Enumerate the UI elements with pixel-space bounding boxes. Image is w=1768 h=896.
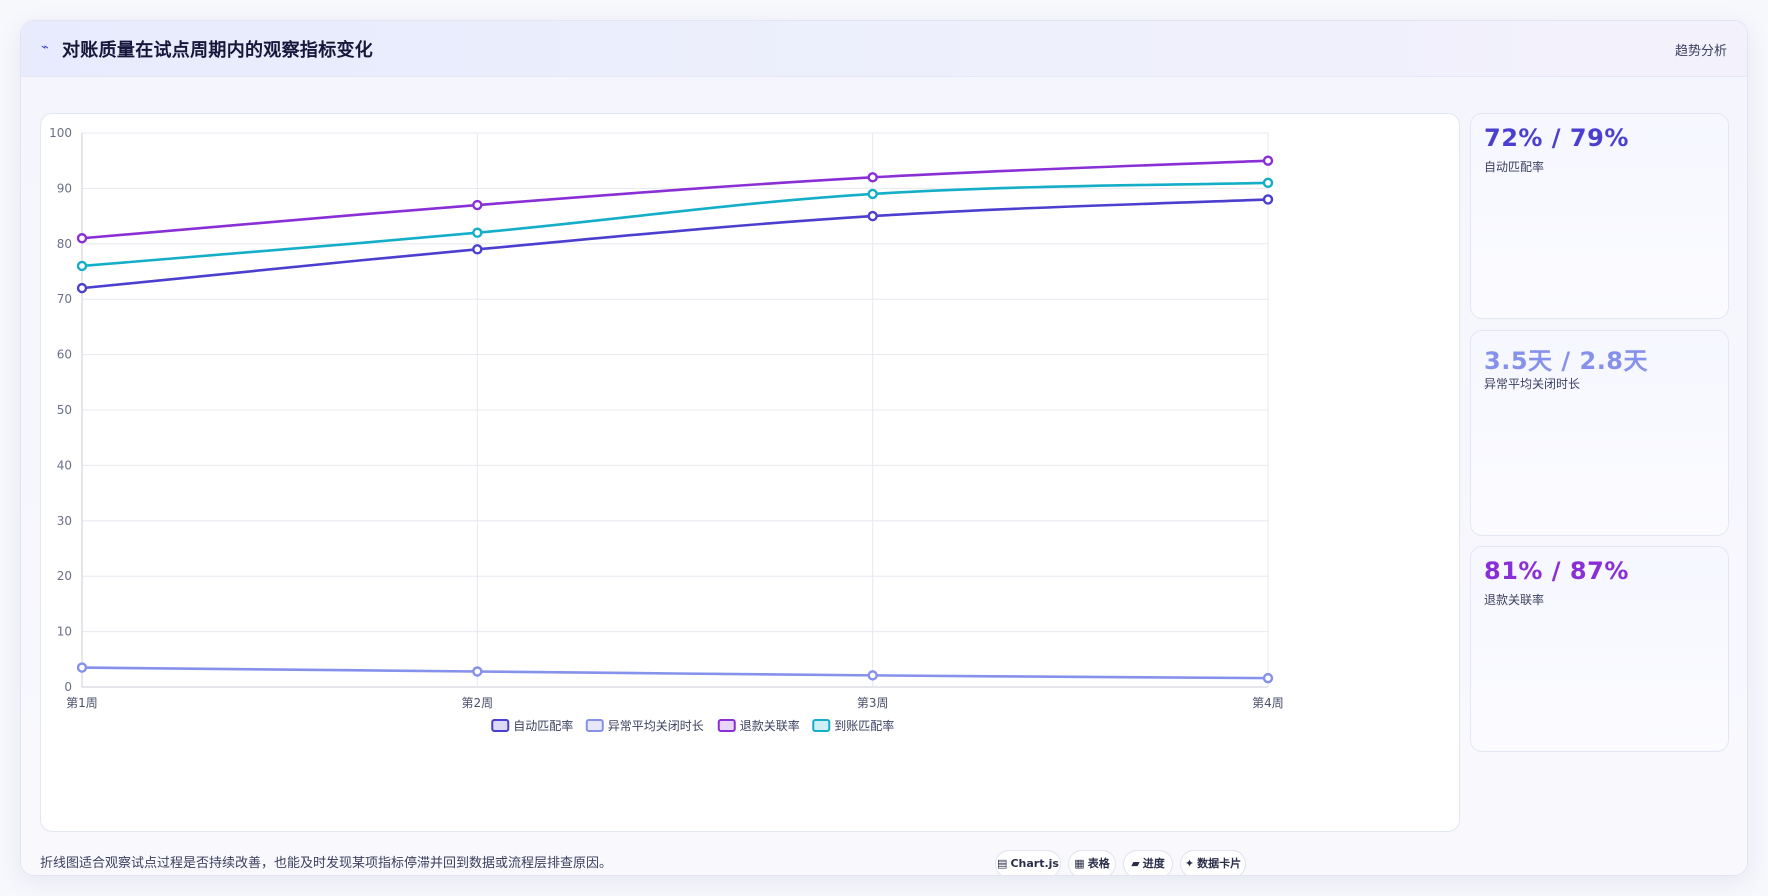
data-point [867,210,878,222]
kpi-card-refund-link: 81% / 87% 退款关联率 [1470,546,1729,752]
section-tag: 趋势分析 [1674,44,1727,59]
kpi-label: 退款关联率 [1484,593,1545,607]
series-line-2 [80,159,1270,240]
table-icon: ▦ [1074,857,1085,870]
kpi-value: 3.5天 / 2.8天 [1484,347,1649,375]
chip-data-cards[interactable]: ✦ 数据卡片 [1180,850,1246,875]
legend-label: 退款关联率 [740,718,800,733]
series-line-1 [80,666,1270,680]
trend-card: ⌁ 对账质量在试点周期内的观察指标变化 趋势分析 0 10 20 30 40 50 60 70… [20,20,1748,876]
chip-label: 表格 [1087,857,1110,870]
y-tick-label: 40 [57,458,72,472]
kpi-card-close-time: 3.5天 / 2.8天 异常平均关闭时长 [1470,330,1729,536]
data-point [472,666,483,677]
data-point [1262,155,1274,166]
chip-label: 数据卡片 [1197,857,1242,870]
kpi-label: 异常平均关闭时长 [1484,377,1581,391]
legend-swatch [491,719,510,732]
kpi-label: 自动匹配率 [1484,160,1545,174]
footer-note: 折线图适合观察试点过程是否持续改善，也能及时发现某项指标停滞并回到数据或流程层排… [40,856,613,871]
x-tick-label: 第2周 [462,696,494,710]
card-header: ⌁ 对账质量在试点周期内的观察指标变化 趋势分析 [21,21,1747,77]
legend-label: 到账匹配率 [834,718,894,733]
data-point [867,188,878,200]
data-point [76,233,88,244]
chip-progress[interactable]: ▰ 进度 [1123,850,1173,875]
data-point [1262,194,1274,205]
x-tick-label: 第3周 [857,696,889,710]
y-tick-label: 10 [57,625,72,639]
page-title: 对账质量在试点周期内的观察指标变化 [62,40,374,61]
chip-label: Chart.js [1010,857,1059,870]
y-tick-label: 100 [49,126,72,140]
kpi-value: 72% / 79% [1484,124,1629,152]
series-line-3 [80,181,1270,268]
y-tick-label: 60 [57,348,72,362]
legend-label: 异常平均关闭时长 [608,719,704,733]
data-point [867,670,878,681]
data-point [472,227,483,238]
chart-icon: ▤ [997,857,1008,870]
data-point [472,244,483,255]
data-point [76,282,88,294]
y-tick-label: 0 [64,680,72,694]
x-tick-label: 第1周 [66,696,98,710]
chip-table[interactable]: ▦ 表格 [1068,850,1116,875]
legend-swatch [717,719,736,732]
data-point [76,260,88,272]
y-tick-label: 80 [57,237,72,251]
data-point [867,172,878,183]
y-tick-label: 70 [57,292,72,306]
y-tick-label: 50 [57,403,72,417]
kpi-card-auto-match: 72% / 79% 自动匹配率 [1470,113,1729,319]
y-tick-label: 20 [57,569,72,583]
sparkle-icon: ✦ [1184,857,1195,870]
data-point [1262,177,1274,189]
line-chart-panel: 0 10 20 30 40 50 60 70 80 90 100 第1周 第2周 第3周 第4周自动匹配率 异… [40,113,1460,832]
chip-chartjs[interactable]: ▤ Chart.js [995,850,1061,875]
progress-icon: ▰ [1131,857,1140,870]
y-tick-label: 90 [57,181,72,195]
pulse-icon: ⌁ [41,40,49,55]
legend-label: 自动匹配率 [513,718,573,733]
data-point [472,199,483,211]
kpi-value: 81% / 87% [1484,557,1629,585]
legend-swatch [585,719,604,732]
legend-swatch [812,719,831,732]
chip-label: 进度 [1142,857,1165,870]
x-tick-label: 第4周 [1252,696,1284,710]
series-line-0 [80,198,1270,290]
y-tick-label: 30 [57,514,72,528]
card-body: 0 10 20 30 40 50 60 70 80 90 100 第1周 第2周 第3周 第4周 自动匹配率异… [21,77,1747,875]
data-point [76,662,88,673]
data-point [1262,672,1274,684]
